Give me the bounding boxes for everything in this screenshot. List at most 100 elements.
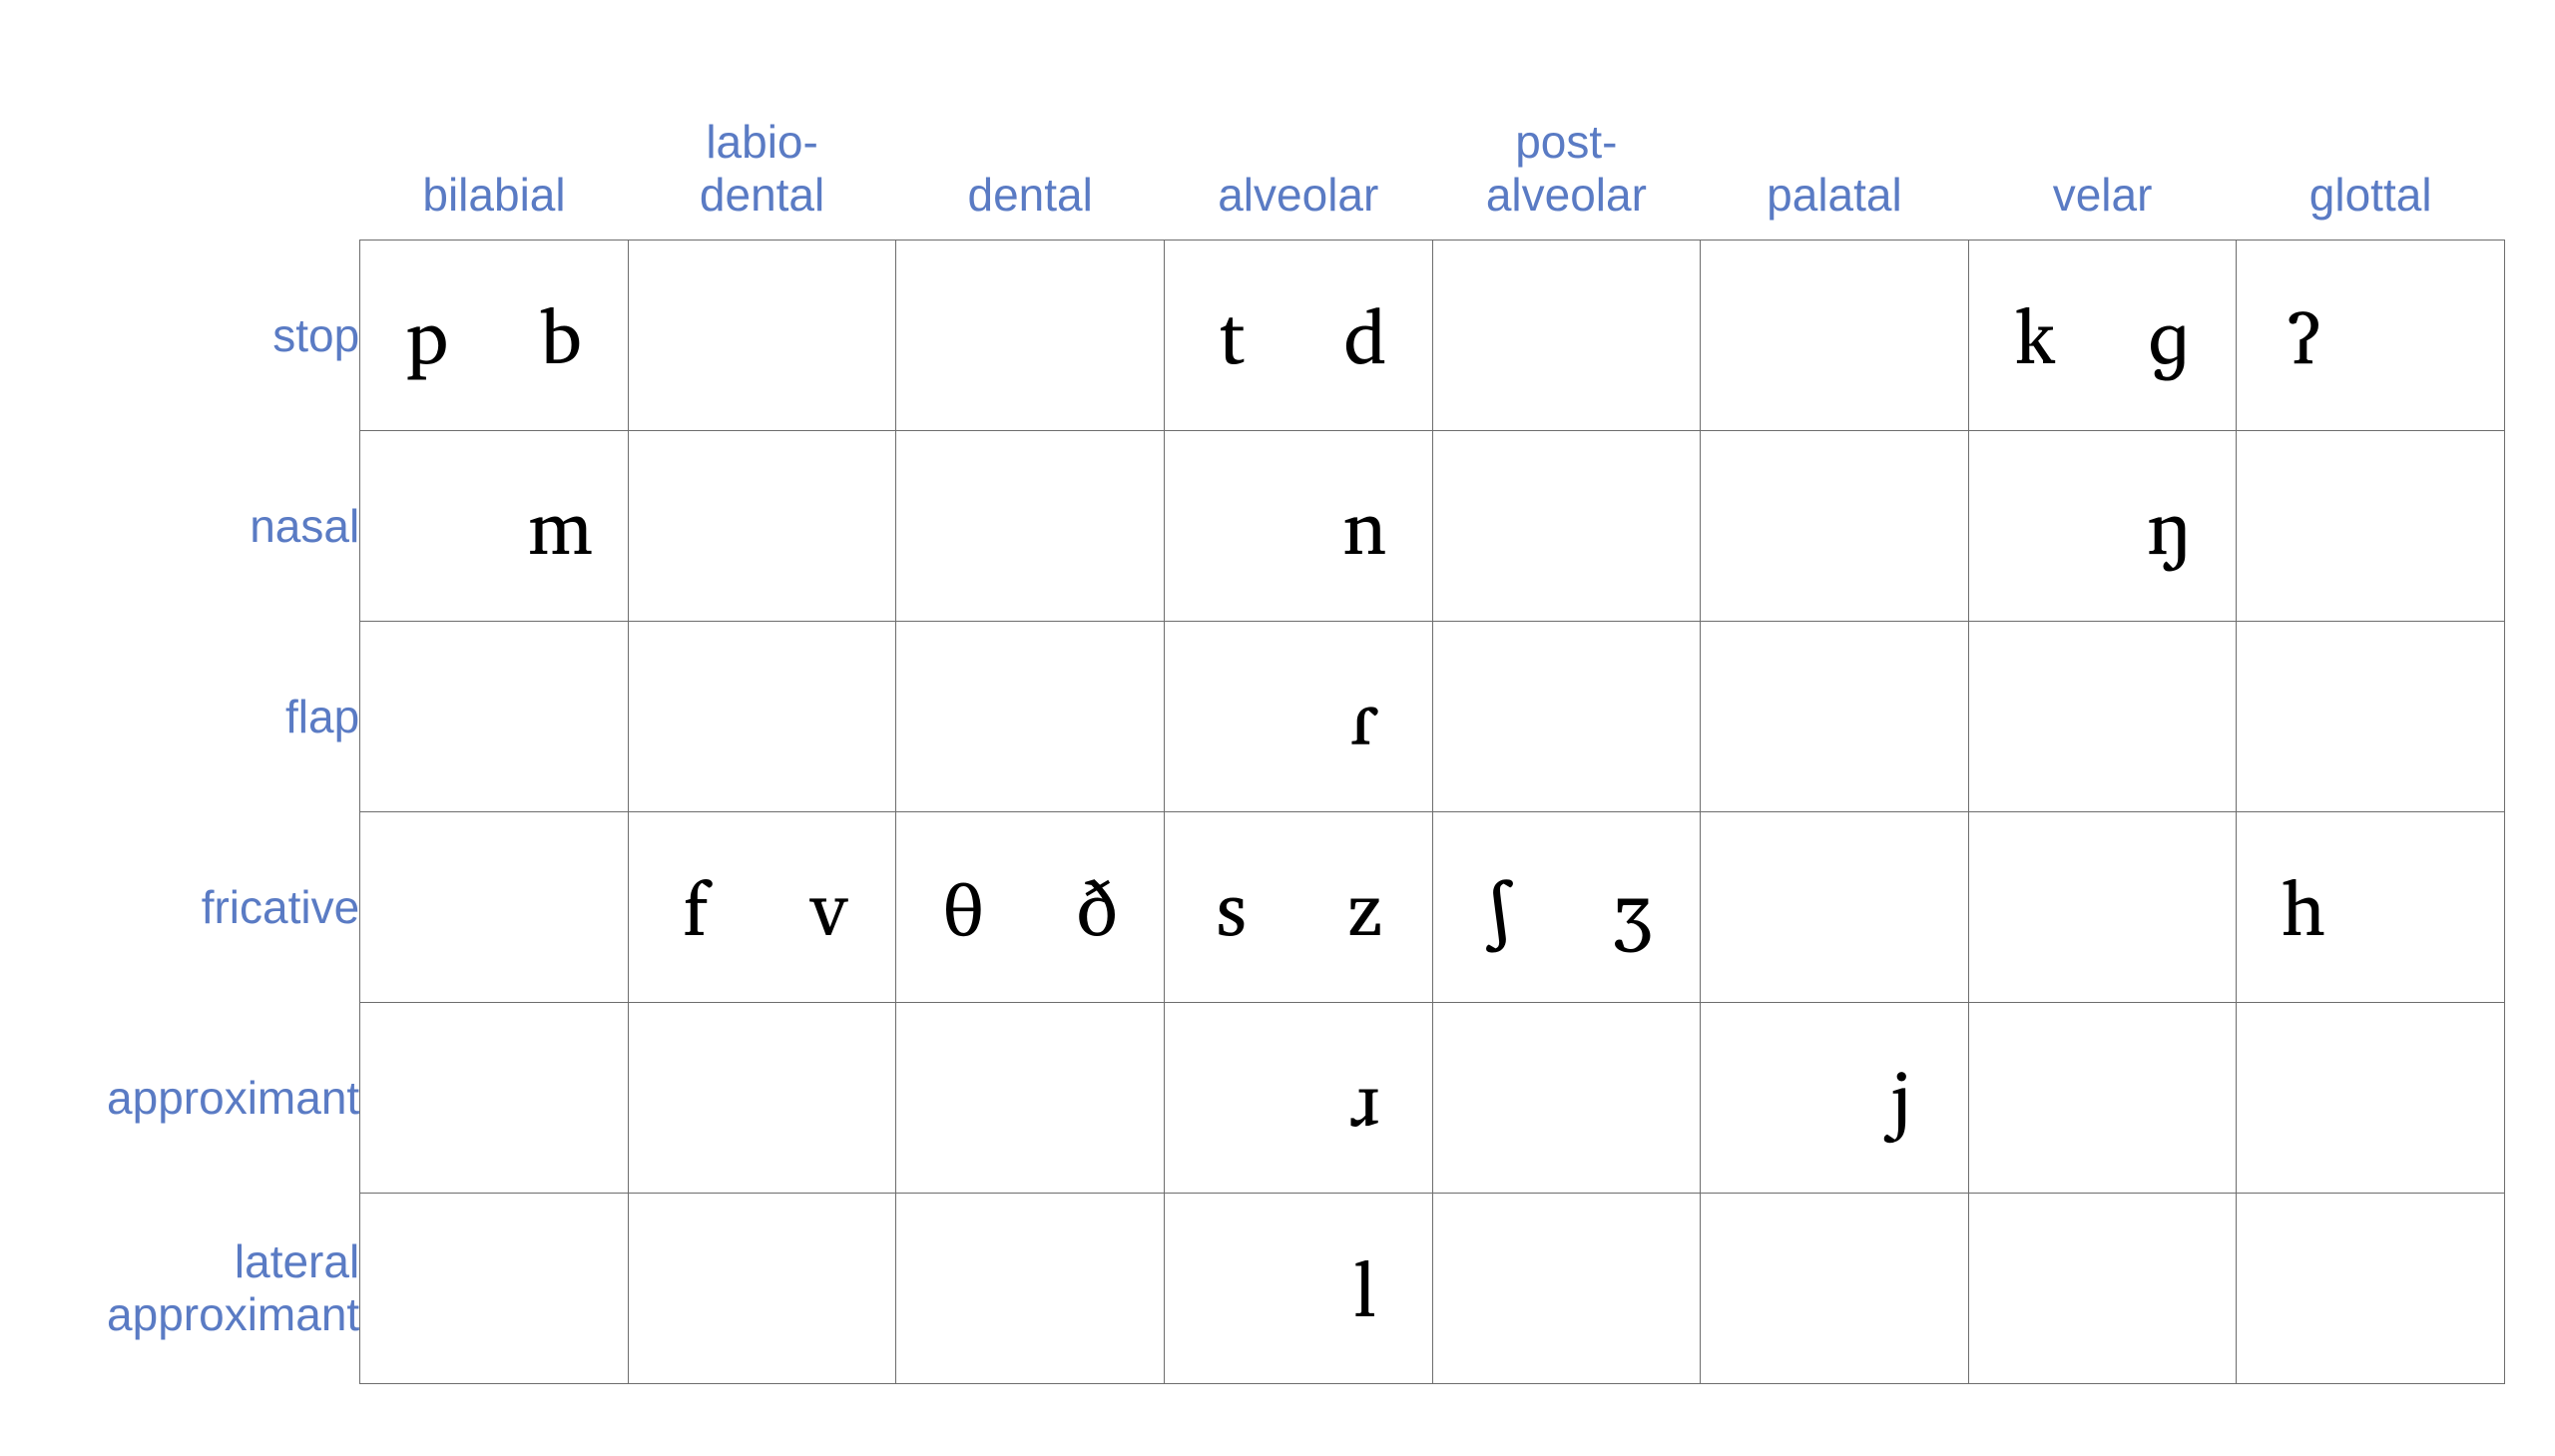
cell-flap-velar (1968, 622, 2237, 812)
voiced-symbol: b (494, 297, 628, 373)
voiced-symbol: ɾ (1298, 679, 1432, 754)
voiced-symbol: ɡ (2103, 297, 2237, 373)
col-label: bilabial (360, 169, 629, 240)
voiced-symbol: ð (1030, 869, 1164, 945)
cell-nasal-postalveolar (1432, 431, 1701, 622)
voiced-symbol: n (1298, 488, 1432, 564)
column-header-row: bilabial labio- dental dental alveolar p… (50, 60, 2505, 241)
row-nasal: nasal m n ŋ (50, 431, 2505, 622)
col-label: labio- dental (628, 116, 896, 240)
col-head-dental: dental (896, 60, 1165, 241)
corner-blank (50, 60, 360, 241)
cell-fricative-alveolar: sz (1164, 812, 1432, 1003)
voiced-symbol: z (1298, 869, 1432, 945)
cell-nasal-glottal (2237, 431, 2505, 622)
cell-fricative-glottal: h (2237, 812, 2505, 1003)
cell-fricative-labiodental: fv (628, 812, 896, 1003)
col-head-glottal: glottal (2237, 60, 2505, 241)
col-label: velar (1968, 169, 2237, 240)
col-head-bilabial: bilabial (360, 60, 629, 241)
table-body: stop pb td kɡ ʔ nasal m n ŋ (50, 241, 2505, 1384)
col-label: palatal (1701, 169, 1969, 240)
row-head-lateral: lateral approximant (50, 1194, 360, 1384)
row-head-fricative: fricative (50, 812, 360, 1003)
row-lateral: lateral approximant l (50, 1194, 2505, 1384)
row-head-approximant: approximant (50, 1003, 360, 1194)
cell-stop-bilabial: pb (360, 241, 629, 431)
cell-lateral-glottal (2237, 1194, 2505, 1384)
cell-fricative-bilabial (360, 812, 629, 1003)
voiceless-symbol: ʃ (1433, 869, 1567, 945)
cell-flap-dental (896, 622, 1165, 812)
cell-flap-bilabial (360, 622, 629, 812)
cell-lateral-dental (896, 1194, 1165, 1384)
voiceless-symbol: k (1969, 297, 2103, 373)
cell-lateral-labiodental (628, 1194, 896, 1384)
cell-lateral-postalveolar (1432, 1194, 1701, 1384)
voiceless-symbol: h (2237, 869, 2370, 945)
cell-stop-dental (896, 241, 1165, 431)
voiced-symbol: ɹ (1298, 1060, 1432, 1136)
col-head-velar: velar (1968, 60, 2237, 241)
col-head-alveolar: alveolar (1164, 60, 1432, 241)
voiced-symbol: v (763, 869, 896, 945)
col-label: alveolar (1164, 169, 1432, 240)
voiceless-symbol: θ (896, 869, 1030, 945)
cell-flap-alveolar: ɾ (1164, 622, 1432, 812)
cell-approximant-velar (1968, 1003, 2237, 1194)
cell-flap-glottal (2237, 622, 2505, 812)
cell-flap-palatal (1701, 622, 1969, 812)
voiced-symbol: ŋ (2103, 488, 2237, 564)
col-head-labiodental: labio- dental (628, 60, 896, 241)
row-head-nasal: nasal (50, 431, 360, 622)
cell-nasal-alveolar: n (1164, 431, 1432, 622)
voiced-symbol: l (1298, 1250, 1432, 1326)
voiced-symbol: ʒ (1566, 869, 1700, 945)
cell-approximant-labiodental (628, 1003, 896, 1194)
cell-lateral-bilabial (360, 1194, 629, 1384)
cell-stop-labiodental (628, 241, 896, 431)
cell-nasal-palatal (1701, 431, 1969, 622)
cell-stop-velar: kɡ (1968, 241, 2237, 431)
consonant-table: bilabial labio- dental dental alveolar p… (50, 60, 2505, 1384)
row-flap: flap ɾ (50, 622, 2505, 812)
cell-stop-glottal: ʔ (2237, 241, 2505, 431)
col-label: post- alveolar (1432, 116, 1701, 240)
cell-stop-postalveolar (1432, 241, 1701, 431)
cell-approximant-dental (896, 1003, 1165, 1194)
cell-lateral-palatal (1701, 1194, 1969, 1384)
cell-fricative-velar (1968, 812, 2237, 1003)
cell-approximant-postalveolar (1432, 1003, 1701, 1194)
cell-fricative-postalveolar: ʃʒ (1432, 812, 1701, 1003)
cell-approximant-alveolar: ɹ (1164, 1003, 1432, 1194)
row-fricative: fricative fv θð sz ʃʒ h (50, 812, 2505, 1003)
cell-stop-alveolar: td (1164, 241, 1432, 431)
cell-nasal-dental (896, 431, 1165, 622)
voiceless-symbol: t (1165, 297, 1298, 373)
voiced-symbol: j (1834, 1060, 1968, 1136)
row-head-flap: flap (50, 622, 360, 812)
consonant-chart: bilabial labio- dental dental alveolar p… (50, 60, 2505, 1384)
cell-nasal-bilabial: m (360, 431, 629, 622)
voiceless-symbol: ʔ (2237, 297, 2370, 373)
row-stop: stop pb td kɡ ʔ (50, 241, 2505, 431)
cell-fricative-palatal (1701, 812, 1969, 1003)
cell-stop-palatal (1701, 241, 1969, 431)
cell-nasal-velar: ŋ (1968, 431, 2237, 622)
cell-lateral-velar (1968, 1194, 2237, 1384)
col-label: glottal (2237, 169, 2505, 240)
cell-lateral-alveolar: l (1164, 1194, 1432, 1384)
voiceless-symbol: p (360, 297, 494, 373)
col-label: dental (896, 169, 1165, 240)
cell-approximant-palatal: j (1701, 1003, 1969, 1194)
col-head-postalveolar: post- alveolar (1432, 60, 1701, 241)
cell-flap-postalveolar (1432, 622, 1701, 812)
col-head-palatal: palatal (1701, 60, 1969, 241)
voiceless-symbol: s (1165, 869, 1298, 945)
cell-flap-labiodental (628, 622, 896, 812)
voiced-symbol: m (494, 488, 628, 564)
row-head-stop: stop (50, 241, 360, 431)
voiced-symbol: d (1298, 297, 1432, 373)
voiceless-symbol: f (629, 869, 763, 945)
cell-approximant-glottal (2237, 1003, 2505, 1194)
